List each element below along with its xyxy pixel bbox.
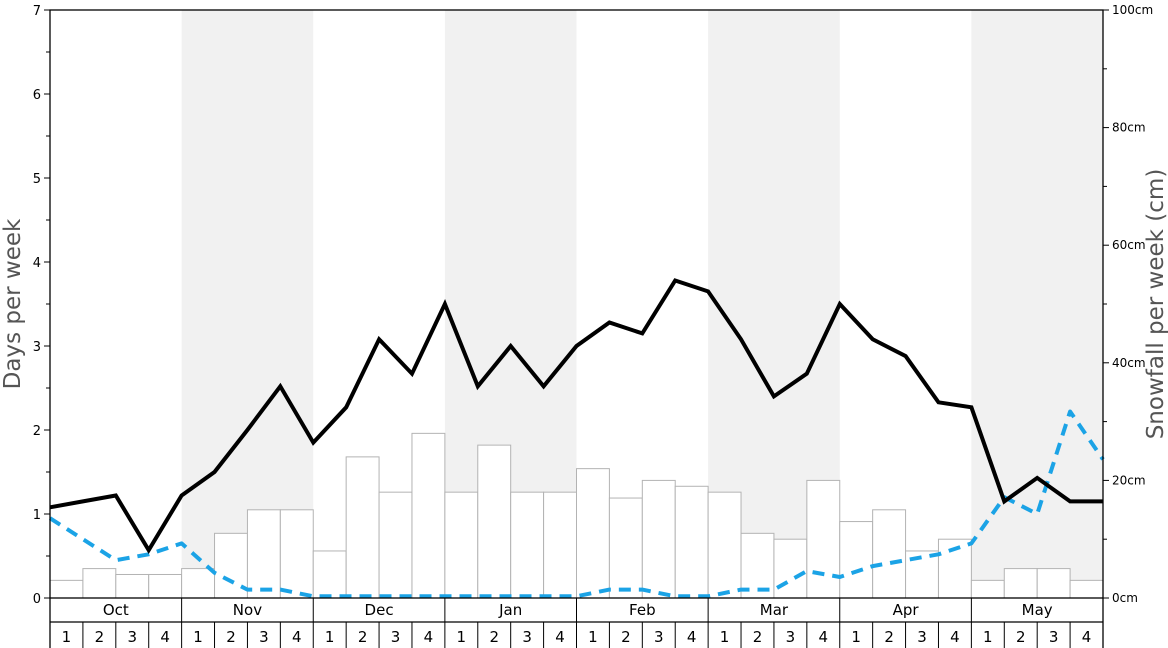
right-axis: 0cm 20cm 40cm 60cm 80cm 100cm <box>1103 3 1153 605</box>
right-axis-title: Snowfall per week (cm) <box>1143 169 1168 440</box>
week-label: 4 <box>950 628 960 646</box>
right-tick-label: 40cm <box>1112 356 1146 370</box>
left-tick-label: 7 <box>33 4 41 19</box>
month-label-feb: Feb <box>629 601 656 619</box>
left-axis: 0 1 2 3 4 5 6 7 <box>33 4 50 607</box>
week-label: 4 <box>424 628 434 646</box>
week-label: 3 <box>127 628 137 646</box>
week-label: 2 <box>95 628 105 646</box>
right-tick-label: 0cm <box>1112 591 1138 605</box>
week-label: 1 <box>193 628 203 646</box>
week-label: 2 <box>884 628 894 646</box>
left-tick-label: 0 <box>33 592 41 607</box>
snowfall-bar <box>674 485 709 599</box>
snowfall-bar <box>707 491 742 599</box>
solid-series-line <box>49 278 1103 554</box>
month-shading-bands <box>181 10 1103 598</box>
week-label: 4 <box>555 628 565 646</box>
snowfall-bar <box>839 521 874 599</box>
week-label: 1 <box>720 628 730 646</box>
snowfall-bar <box>1069 579 1104 599</box>
week-label: 2 <box>358 628 368 646</box>
week-label: 1 <box>983 628 993 646</box>
week-label: 2 <box>489 628 499 646</box>
snowfall-bars <box>49 432 1104 599</box>
week-label: 2 <box>753 628 763 646</box>
week-label: 4 <box>1082 628 1092 646</box>
snowfall-bar <box>773 538 808 599</box>
left-tick-label: 1 <box>33 508 41 523</box>
snowfall-bar <box>543 491 577 599</box>
week-label: 1 <box>325 628 335 646</box>
week-label: 2 <box>226 628 236 646</box>
dashed-series-line <box>48 409 1105 599</box>
right-tick-label: 20cm <box>1112 473 1146 487</box>
snowfall-bar <box>82 568 117 599</box>
left-tick-label: 6 <box>33 88 41 103</box>
week-label: 2 <box>1016 628 1026 646</box>
snowfall-bar <box>1036 568 1071 599</box>
left-tick-label: 4 <box>33 256 41 271</box>
week-label: 4 <box>160 628 170 646</box>
right-tick-label: 100cm <box>1112 3 1153 17</box>
days-lines <box>48 278 1105 599</box>
snowfall-bar <box>115 573 150 599</box>
snowfall-bar <box>312 550 347 599</box>
week-label: 4 <box>292 628 302 646</box>
week-label: 1 <box>851 628 861 646</box>
month-week-axis: Oct 1 2 3 4 Nov 1 2 3 4 Dec 1 2 3 4 Jan 1 2 3 4 Feb 1 2 3 4 Mar 1 2… <box>49 598 1104 648</box>
snowfall-bar <box>1003 568 1038 599</box>
week-label: 1 <box>62 628 72 646</box>
week-label: 1 <box>457 628 467 646</box>
snowfall-bar <box>970 579 1005 599</box>
snowfall-bar <box>148 573 183 599</box>
snowfall-bar <box>477 444 512 599</box>
right-tick-label: 80cm <box>1112 121 1146 135</box>
snowfall-bar <box>806 479 841 599</box>
week-label: 3 <box>522 628 532 646</box>
snowfall-bar <box>246 509 281 599</box>
week-label: 3 <box>786 628 796 646</box>
month-label-oct: Oct <box>103 601 129 619</box>
month-band-nov <box>181 10 314 598</box>
snowfall-bar <box>510 491 545 599</box>
week-label: 3 <box>391 628 401 646</box>
month-label-nov: Nov <box>233 601 262 619</box>
left-tick-label: 5 <box>33 172 41 187</box>
left-tick-label: 3 <box>33 340 41 355</box>
month-label-jan: Jan <box>498 601 522 619</box>
snowfall-bar <box>872 509 907 599</box>
week-label: 4 <box>819 628 829 646</box>
snowfall-bar <box>181 568 216 599</box>
snowfall-bar <box>641 479 676 599</box>
month-label-may: May <box>1022 601 1053 619</box>
week-label: 3 <box>917 628 927 646</box>
left-tick-label: 2 <box>33 424 41 439</box>
week-label: 1 <box>588 628 598 646</box>
week-label: 3 <box>259 628 269 646</box>
right-tick-label: 60cm <box>1112 238 1146 252</box>
left-axis-title: Days per week <box>0 218 26 389</box>
month-label-mar: Mar <box>760 601 789 619</box>
week-label: 4 <box>687 628 697 646</box>
month-label-apr: Apr <box>893 601 920 619</box>
snowfall-bar <box>279 509 314 599</box>
snowfall-bar <box>345 456 380 599</box>
week-label: 3 <box>1049 628 1059 646</box>
snowfall-bar <box>576 468 610 599</box>
month-label-dec: Dec <box>365 601 394 619</box>
snowfall-bar <box>378 491 413 599</box>
snowfall-bar <box>444 491 479 599</box>
snowfall-bar <box>49 579 84 599</box>
snowfall-bar <box>411 432 446 599</box>
snowfall-bar <box>608 497 643 599</box>
week-label: 3 <box>654 628 664 646</box>
week-label: 2 <box>621 628 631 646</box>
